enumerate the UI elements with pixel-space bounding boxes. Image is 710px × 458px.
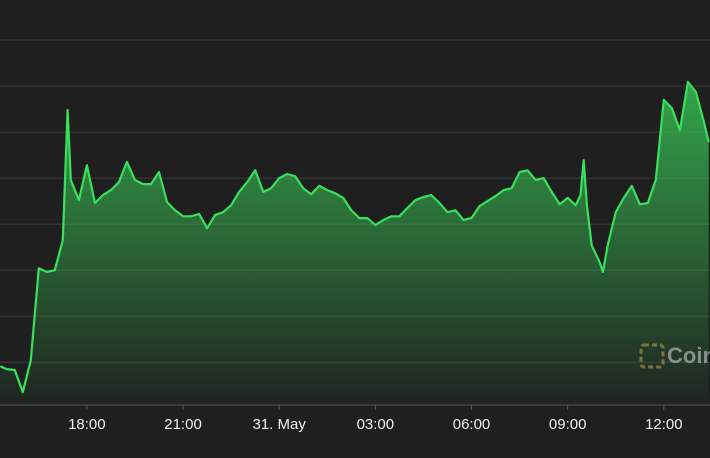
price-line [0,80,710,394]
x-tick-label: 21:00 [164,416,202,433]
watermark-text: Coin [667,343,710,368]
x-tick-label: 18:00 [68,416,106,433]
watermark: Coin [639,343,710,369]
x-tick-label: 12:00 [645,416,683,433]
area-fill [0,81,709,406]
watermark-logo [639,343,665,369]
x-tick-label: 31. May [253,416,307,433]
x-tick-label: 09:00 [549,416,587,433]
x-tick-label: 06:00 [453,416,491,433]
x-tick-label: 03:00 [357,416,395,433]
